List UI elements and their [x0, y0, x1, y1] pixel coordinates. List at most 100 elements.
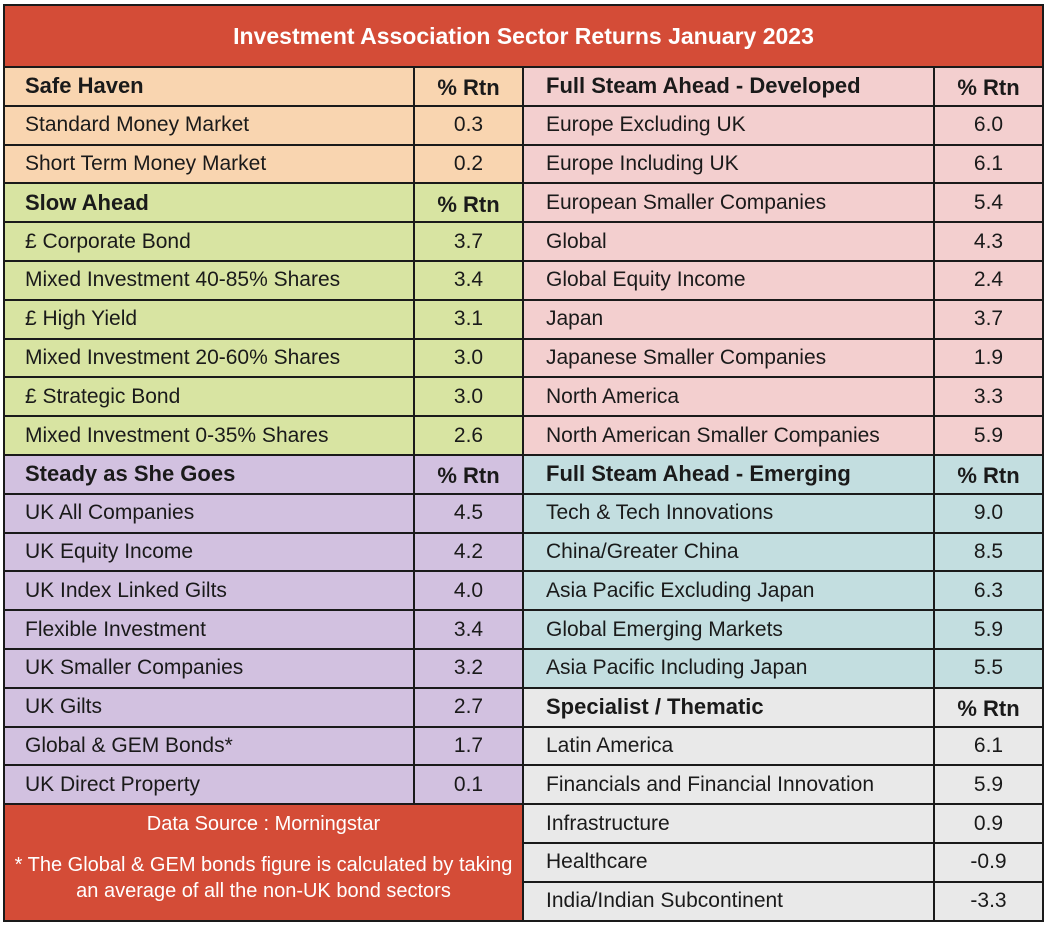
sector-name: Short Term Money Market: [3, 145, 415, 183]
table-row: Asia Pacific Including Japan 5.5: [524, 649, 1044, 689]
table-row: North America 3.3: [524, 378, 1044, 418]
sector-return: 5.9: [935, 611, 1044, 648]
table-row: UK Equity Income 4.2: [3, 533, 524, 573]
table-row: UK Smaller Companies 3.2: [3, 649, 524, 689]
sector-name: Financials and Financial Innovation: [524, 766, 935, 804]
sector-name: UK Direct Property: [3, 766, 415, 804]
sector-return: 4.2: [415, 533, 524, 571]
return-column-label: % Rtn: [935, 68, 1044, 105]
sector-name: Global Equity Income: [524, 261, 935, 299]
sector-return: 3.4: [415, 261, 524, 299]
section-rows-developed: Europe Excluding UK 6.0 Europe Including U…: [524, 106, 1044, 456]
sector-name: North American Smaller Companies: [524, 417, 935, 454]
sector-return: 2.4: [935, 261, 1044, 299]
section-heading: Full Steam Ahead - Developed: [524, 68, 935, 105]
sector-name: Latin America: [524, 727, 935, 765]
section-heading: Specialist / Thematic: [524, 688, 935, 726]
sector-return: 3.1: [415, 300, 524, 338]
sector-name: Japanese Smaller Companies: [524, 339, 935, 377]
sector-return: 1.9: [935, 339, 1044, 377]
section-heading: Full Steam Ahead - Emerging: [524, 455, 935, 493]
table-row: Japan 3.7: [524, 300, 1044, 340]
table-row: North American Smaller Companies 5.9: [524, 417, 1044, 456]
table-row: Global Emerging Markets 5.9: [524, 611, 1044, 650]
sector-return: 3.7: [935, 300, 1044, 338]
source-note: Data Source : Morningstar * The Global &…: [3, 805, 524, 922]
section-header-safe-haven: Safe Haven % Rtn: [3, 68, 524, 107]
table-row: Healthcare -0.9: [524, 843, 1044, 883]
table-row: Global & GEM Bonds* 1.7: [3, 727, 524, 767]
sector-return: 5.4: [935, 184, 1044, 222]
sector-name: European Smaller Companies: [524, 184, 935, 222]
sector-name: Europe Excluding UK: [524, 106, 935, 144]
sector-return: 6.3: [935, 572, 1044, 610]
table-row: India/Indian Subcontinent -3.3: [524, 882, 1044, 922]
sector-return: 0.9: [935, 805, 1044, 842]
table-row: UK All Companies 4.5: [3, 494, 524, 534]
table-row: China/Greater China 8.5: [524, 533, 1044, 573]
section-rows-slow-ahead: £ Corporate Bond 3.7 Mixed Investment 40-8…: [3, 223, 524, 456]
sector-name: £ Corporate Bond: [3, 223, 415, 260]
sector-return: 3.3: [935, 378, 1044, 416]
table-row: Asia Pacific Excluding Japan 6.3: [524, 572, 1044, 612]
section-heading: Steady as She Goes: [3, 455, 415, 493]
sector-name: Mixed Investment 0-35% Shares: [3, 417, 415, 454]
sector-return: 3.0: [415, 378, 524, 416]
sector-return: 6.0: [935, 106, 1044, 144]
sector-name: £ Strategic Bond: [3, 378, 415, 416]
table-row: Global Equity Income 2.4: [524, 261, 1044, 301]
sector-returns-table: Investment Association Sector Returns Ja…: [3, 4, 1044, 922]
section-header-slow-ahead: Slow Ahead % Rtn: [3, 184, 524, 224]
table-row: Standard Money Market 0.3: [3, 106, 524, 146]
section-rows-safe-haven: Standard Money Market 0.3 Short Term Money…: [3, 106, 524, 185]
sector-return: 0.1: [415, 766, 524, 804]
table-row: Latin America 6.1: [524, 727, 1044, 767]
table-row: UK Index Linked Gilts 4.0: [3, 572, 524, 612]
table-title: Investment Association Sector Returns Ja…: [3, 4, 1044, 68]
return-column-label: % Rtn: [415, 68, 524, 105]
sector-return: 2.7: [415, 688, 524, 726]
sector-return: 4.5: [415, 494, 524, 532]
sector-name: UK Gilts: [3, 688, 415, 726]
return-column-label: % Rtn: [935, 455, 1044, 493]
sector-return: -0.9: [935, 843, 1044, 881]
table-row: Global 4.3: [524, 223, 1044, 262]
right-column: Full Steam Ahead - Developed % Rtn Europ…: [524, 68, 1044, 922]
section-header-emerging: Full Steam Ahead - Emerging % Rtn: [524, 455, 1044, 495]
left-column: Safe Haven % Rtn Standard Money Market 0.…: [3, 68, 524, 922]
sector-name: UK Equity Income: [3, 533, 415, 571]
sector-name: Flexible Investment: [3, 611, 415, 648]
sector-return: 3.0: [415, 339, 524, 377]
sector-return: -3.3: [935, 882, 1044, 920]
table-row: Japanese Smaller Companies 1.9: [524, 339, 1044, 379]
sector-name: Mixed Investment 40-85% Shares: [3, 261, 415, 299]
table-row: Tech & Tech Innovations 9.0: [524, 494, 1044, 534]
table-row: Europe Excluding UK 6.0: [524, 106, 1044, 146]
sector-return: 5.9: [935, 766, 1044, 804]
table-row: Short Term Money Market 0.2: [3, 145, 524, 185]
section-header-specialist: Specialist / Thematic % Rtn: [524, 688, 1044, 728]
table-row: Infrastructure 0.9: [524, 805, 1044, 844]
table-row: Mixed Investment 0-35% Shares 2.6: [3, 417, 524, 456]
table-row: Europe Including UK 6.1: [524, 145, 1044, 185]
sector-return: 3.7: [415, 223, 524, 260]
sector-return: 0.2: [415, 145, 524, 183]
sector-name: North America: [524, 378, 935, 416]
sector-name: Global: [524, 223, 935, 260]
table-row: Mixed Investment 40-85% Shares 3.4: [3, 261, 524, 301]
table-row: £ Strategic Bond 3.0: [3, 378, 524, 418]
table-row: European Smaller Companies 5.4: [524, 184, 1044, 224]
sector-name: Global Emerging Markets: [524, 611, 935, 648]
section-heading: Safe Haven: [3, 68, 415, 105]
footnote-text: * The Global & GEM bonds figure is calcu…: [14, 854, 513, 903]
sector-return: 5.9: [935, 417, 1044, 454]
sector-return: 6.1: [935, 145, 1044, 183]
sector-name: India/Indian Subcontinent: [524, 882, 935, 920]
sector-name: Infrastructure: [524, 805, 935, 842]
sector-return: 5.5: [935, 649, 1044, 687]
table-row: Flexible Investment 3.4: [3, 611, 524, 650]
section-rows-specialist: Latin America 6.1 Financials and Financial…: [524, 727, 1044, 922]
table-row: UK Direct Property 0.1: [3, 766, 524, 806]
sector-return: 3.2: [415, 649, 524, 687]
data-source-text: Data Source : Morningstar: [146, 813, 381, 836]
